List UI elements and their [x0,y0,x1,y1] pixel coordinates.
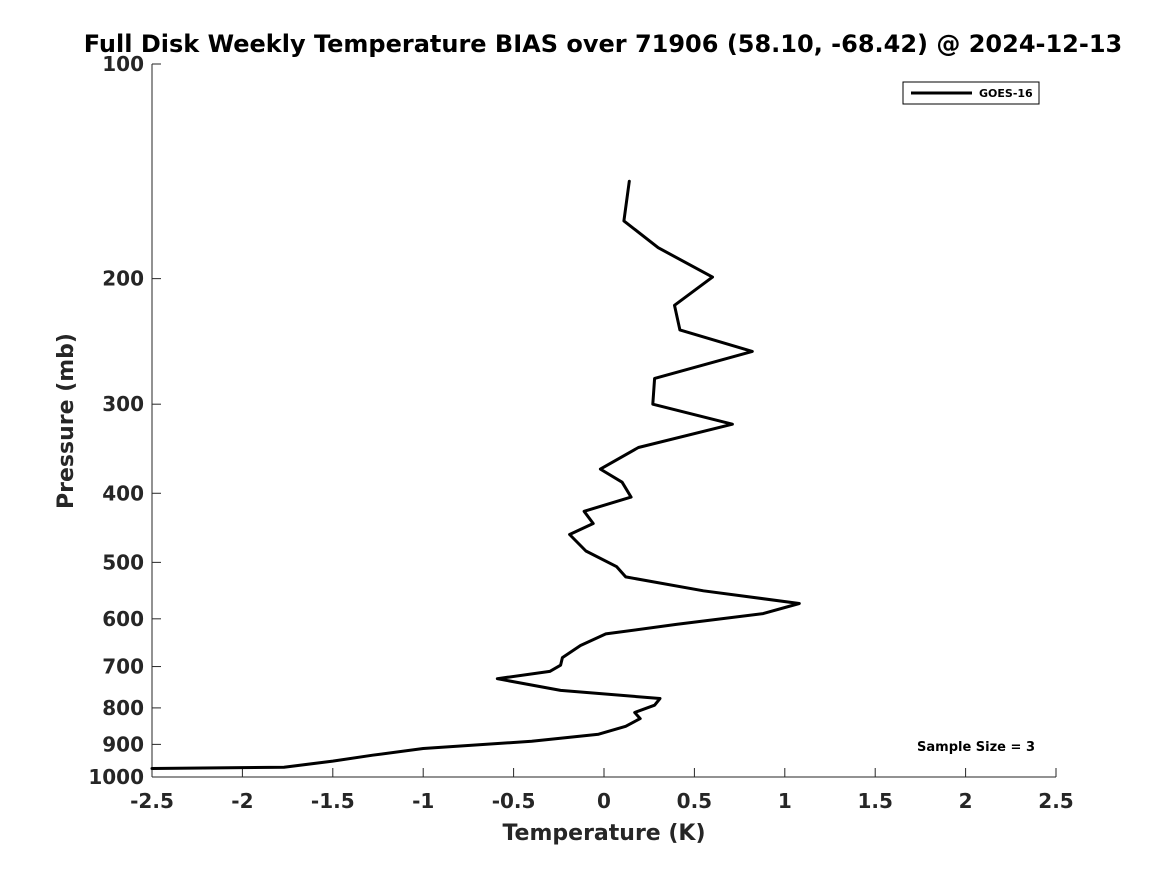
y-tick-label: 700 [102,655,144,679]
x-tick-label: 0 [597,789,611,813]
chart-title: Full Disk Weekly Temperature BIAS over 7… [84,30,1123,58]
x-tick-label: 2 [959,789,973,813]
y-tick-label: 1000 [88,765,144,789]
x-tick-label: -0.5 [492,789,536,813]
y-tick-label: 500 [102,550,144,574]
x-tick-label: -2.5 [130,789,174,813]
axes-layer: -2.5 -2 -1.5 -1 -0.5 0 0.5 1 1.5 2 2.5 100 200 300 400… [88,52,1073,813]
x-tick-label: -1.5 [311,789,355,813]
y-tick-label: 600 [102,607,144,631]
x-axis-label: Temperature (K) [502,821,705,846]
y-tick-label: 900 [102,732,144,756]
x-tick-label: -1 [412,789,434,813]
y-tick-label: 100 [102,52,144,76]
x-tick-label: 1 [778,789,792,813]
x-tick-label: 2.5 [1038,789,1073,813]
y-axis-label: Pressure (mb) [54,333,79,509]
y-tick-label: 400 [102,481,144,505]
x-tick-label: 1.5 [857,789,892,813]
y-tick-label: 200 [102,267,144,291]
series-line-goes-16 [150,179,801,770]
x-tick-label: -2 [231,789,253,813]
x-tick-label: 0.5 [677,789,712,813]
sample-size-annotation: Sample Size = 3 [917,740,1035,755]
legend-label: GOES-16 [979,87,1033,100]
series-layer [150,179,801,770]
y-tick-label: 300 [102,392,144,416]
y-tick-label: 800 [102,696,144,720]
legend: GOES-16 [902,81,1040,105]
